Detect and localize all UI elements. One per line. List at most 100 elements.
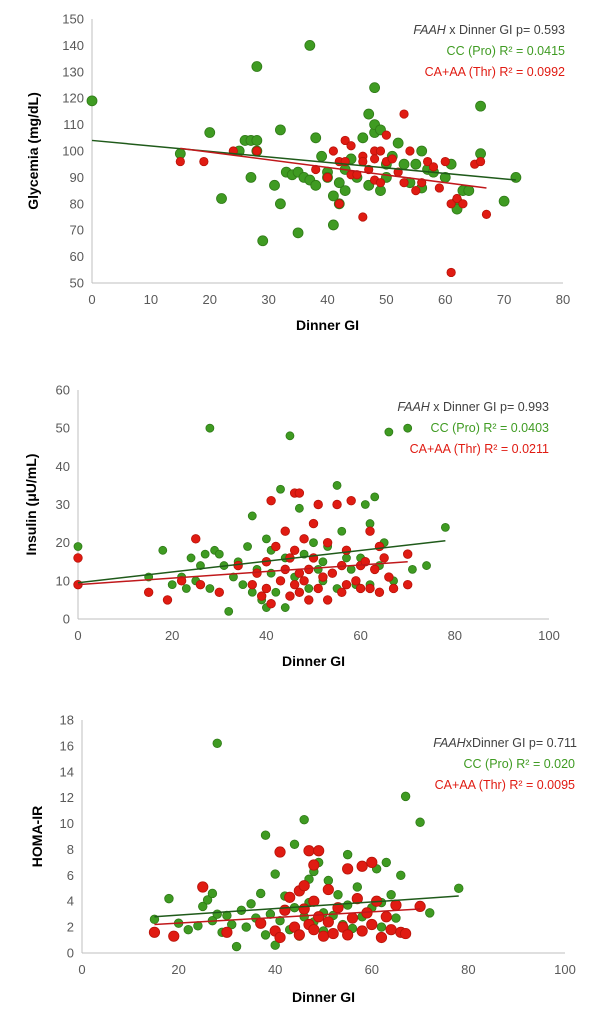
ca-aa-thr-point	[366, 918, 378, 931]
cc-pro-point	[204, 127, 216, 138]
ca-aa-thr-trendline	[77, 561, 408, 586]
ca-aa-thr-point	[168, 930, 180, 942]
ca-aa-thr-point	[446, 199, 456, 209]
y-tick-label: 16	[60, 738, 74, 753]
ca-aa-thr-point	[346, 141, 356, 151]
cc-pro-point	[398, 158, 410, 170]
ca-aa-thr-point	[274, 931, 286, 944]
ca-aa-thr-point	[266, 495, 276, 506]
chart-panel-3: 0 2 4 6 8 10 12 14 16 18 0 20 40 60 80 100 Dinner GI HOMA…	[29, 713, 577, 1006]
cc-pro-point	[318, 557, 328, 567]
y-tick-label: 60	[56, 383, 70, 398]
y-tick-label: 60	[70, 249, 84, 264]
cc-pro-point	[275, 915, 285, 926]
ca-aa-thr-point	[342, 863, 354, 875]
ca-aa-thr-point	[337, 587, 347, 597]
ca-aa-thr-point	[414, 900, 426, 913]
ca-aa-thr-point	[298, 880, 310, 892]
cc-pro-point	[310, 179, 322, 191]
cc-pro-point	[422, 561, 431, 570]
ca-aa-thr-point	[148, 926, 161, 938]
ca-aa-thr-point	[358, 156, 368, 167]
x-axis-title: Dinner GI	[282, 653, 345, 669]
ca-aa-thr-point	[341, 579, 352, 590]
cc-pro-point	[243, 542, 252, 551]
ca-aa-thr-point	[340, 135, 350, 146]
ca-aa-thr-point	[422, 156, 433, 167]
y-axis-title: HOMA-IR	[29, 806, 45, 867]
ca-aa-thr-point	[375, 931, 388, 944]
ca-aa-thr-point	[405, 146, 415, 156]
ca-aa-thr-point	[274, 846, 286, 858]
x-tick-label: 40	[320, 292, 334, 307]
ca-aa-thr-point	[341, 545, 352, 556]
ca-aa-thr-point	[313, 845, 325, 857]
x-tick-label: 60	[353, 628, 367, 643]
cc-pro-r2-annotation: CC (Pro) R² = 0.0415	[447, 44, 565, 58]
cc-pro-point	[280, 603, 290, 612]
ca-aa-thr-point	[191, 534, 201, 544]
y-axis-title: Insulin (μU/mL)	[23, 454, 39, 556]
ca-aa-thr-point	[411, 186, 421, 196]
ca-aa-thr-point	[384, 572, 394, 582]
ca-aa-thr-point	[271, 541, 281, 552]
ca-aa-thr-r2-annotation: CA+AA (Thr) R² = 0.0211	[410, 442, 549, 456]
x-tick-label: 20	[203, 292, 217, 307]
ca-aa-thr-point	[313, 583, 323, 594]
y-tick-label: 70	[70, 223, 84, 238]
x-tick-label: 80	[556, 292, 570, 307]
ca-aa-thr-point	[374, 541, 385, 552]
ca-aa-thr-point	[332, 499, 342, 510]
ca-aa-thr-point	[285, 591, 295, 601]
ca-aa-thr-point	[289, 545, 300, 556]
y-tick-label: 18	[60, 713, 74, 728]
cc-pro-point	[251, 135, 263, 146]
ca-aa-thr-point	[403, 549, 413, 559]
ca-aa-thr-point	[390, 899, 402, 911]
cc-pro-point	[408, 564, 417, 574]
ca-aa-thr-point	[322, 595, 333, 605]
ca-aa-thr-point	[280, 526, 290, 536]
cc-pro-point	[207, 888, 218, 899]
cc-pro-point	[357, 132, 369, 144]
ca-aa-thr-point	[308, 924, 320, 936]
cc-pro-point	[241, 922, 251, 932]
ca-aa-thr-point	[318, 572, 328, 582]
cc-pro-point	[183, 925, 193, 935]
cc-pro-point	[276, 484, 285, 494]
cc-pro-point	[415, 817, 425, 827]
ca-aa-thr-point	[261, 583, 272, 594]
ca-aa-thr-point	[252, 568, 262, 578]
ca-aa-thr-point	[387, 154, 397, 164]
cc-pro-point	[261, 534, 271, 544]
cc-pro-point	[274, 198, 286, 210]
ca-aa-thr-point	[279, 904, 291, 916]
y-tick-label: 10	[60, 816, 74, 831]
cc-pro-point	[304, 584, 314, 593]
y-tick-label: 140	[62, 38, 84, 53]
cc-pro-point	[384, 427, 394, 437]
cc-pro-point	[475, 100, 486, 112]
ca-aa-thr-point	[358, 212, 368, 222]
ca-aa-thr-point	[364, 164, 374, 175]
ca-aa-thr-point	[356, 860, 368, 872]
ca-aa-thr-point	[284, 891, 296, 903]
cc-pro-point	[309, 538, 318, 548]
cc-pro-point	[299, 814, 309, 825]
cc-pro-point	[403, 423, 413, 433]
ca-aa-thr-point	[452, 193, 462, 204]
x-axis-title: Dinner GI	[296, 317, 359, 333]
cc-pro-point	[400, 791, 411, 802]
y-tick-label: 14	[60, 764, 74, 779]
ca-aa-thr-point	[313, 499, 323, 510]
ca-aa-thr-point	[400, 927, 412, 940]
ca-aa-thr-point	[399, 109, 409, 119]
cc-pro-point	[167, 580, 177, 590]
cc-pro-point	[270, 869, 280, 879]
cc-pro-point	[202, 895, 213, 905]
cc-pro-point	[158, 545, 168, 555]
p-value-annotation: FAAH x Dinner GI p= 0.593	[413, 23, 565, 37]
y-tick-label: 4	[67, 894, 74, 909]
x-tick-label: 40	[259, 628, 273, 643]
